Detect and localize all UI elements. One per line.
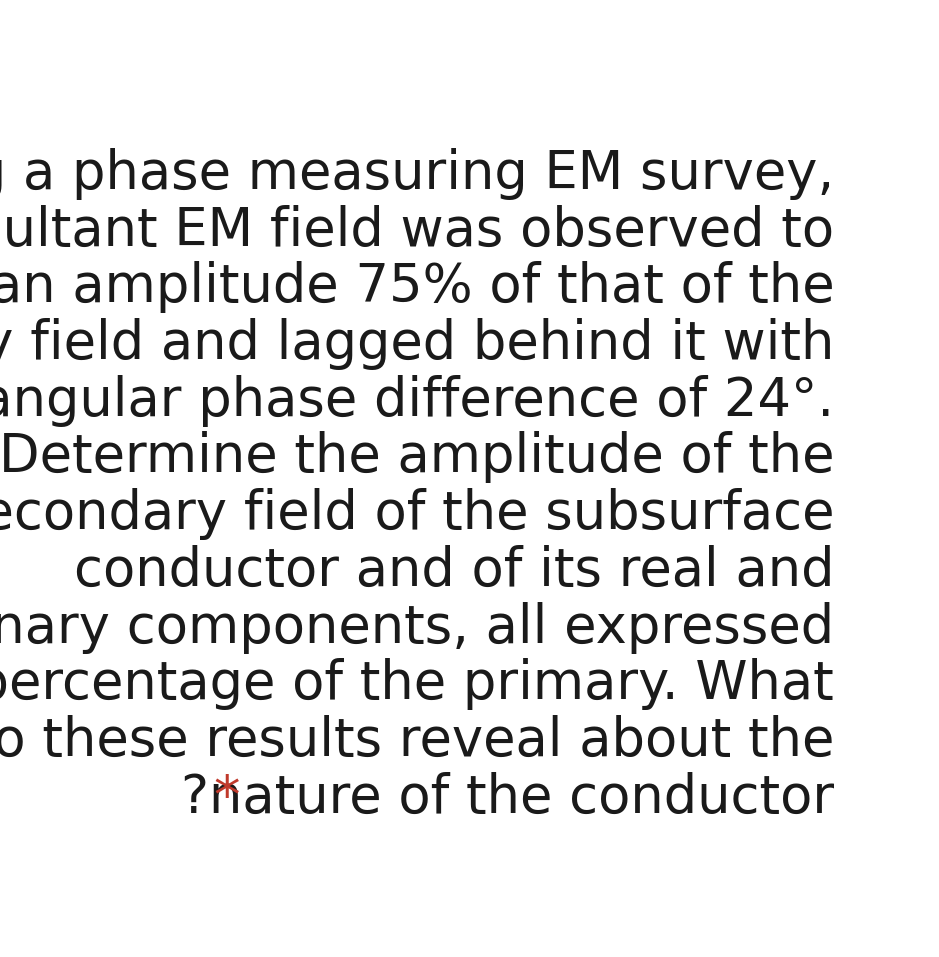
Text: *: *: [214, 772, 257, 824]
Text: secondary field of the subsurface: secondary field of the subsurface: [0, 488, 834, 541]
Text: During a phase measuring EM survey,: During a phase measuring EM survey,: [0, 147, 834, 200]
Text: primary field and lagged behind it with: primary field and lagged behind it with: [0, 318, 834, 370]
Text: ?nature of the conductor: ?nature of the conductor: [181, 772, 834, 824]
Text: an angular phase difference of 24°.: an angular phase difference of 24°.: [0, 375, 834, 427]
Text: the resultant EM field was observed to: the resultant EM field was observed to: [0, 205, 834, 256]
Text: as a percentage of the primary. What: as a percentage of the primary. What: [0, 658, 834, 710]
Text: conductor and of its real and: conductor and of its real and: [73, 545, 834, 597]
Text: Determine the amplitude of the: Determine the amplitude of the: [0, 432, 834, 483]
Text: do these results reveal about the: do these results reveal about the: [0, 715, 834, 768]
Text: have an amplitude 75% of that of the: have an amplitude 75% of that of the: [0, 261, 834, 313]
Text: imaginary components, all expressed: imaginary components, all expressed: [0, 602, 834, 654]
